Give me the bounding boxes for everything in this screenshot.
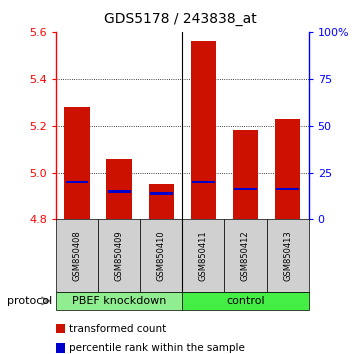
Text: percentile rank within the sample: percentile rank within the sample <box>69 343 244 353</box>
Text: GDS5178 / 243838_at: GDS5178 / 243838_at <box>104 12 257 27</box>
Text: protocol: protocol <box>7 296 52 306</box>
Bar <box>64 107 90 219</box>
Bar <box>234 188 257 190</box>
Bar <box>192 181 215 183</box>
Bar <box>275 119 300 219</box>
Bar <box>182 292 309 310</box>
Text: GSM850411: GSM850411 <box>199 230 208 281</box>
Text: control: control <box>226 296 265 306</box>
Text: GSM850408: GSM850408 <box>73 230 82 281</box>
Text: PBEF knockdown: PBEF knockdown <box>72 296 166 306</box>
Text: GSM850409: GSM850409 <box>115 230 123 281</box>
Bar <box>182 219 225 292</box>
Bar <box>140 219 182 292</box>
Bar <box>191 41 216 219</box>
Bar <box>150 192 173 195</box>
Bar <box>225 219 266 292</box>
Bar <box>149 184 174 219</box>
Text: GSM850413: GSM850413 <box>283 230 292 281</box>
Bar <box>56 292 182 310</box>
Bar <box>108 190 131 193</box>
Bar <box>66 181 88 183</box>
Text: GSM850412: GSM850412 <box>241 230 250 281</box>
Bar <box>56 219 98 292</box>
Text: GSM850410: GSM850410 <box>157 230 166 281</box>
Bar <box>266 219 309 292</box>
Text: transformed count: transformed count <box>69 324 166 333</box>
Bar <box>98 219 140 292</box>
Bar <box>233 130 258 219</box>
Bar <box>276 188 299 190</box>
Bar <box>106 159 132 219</box>
